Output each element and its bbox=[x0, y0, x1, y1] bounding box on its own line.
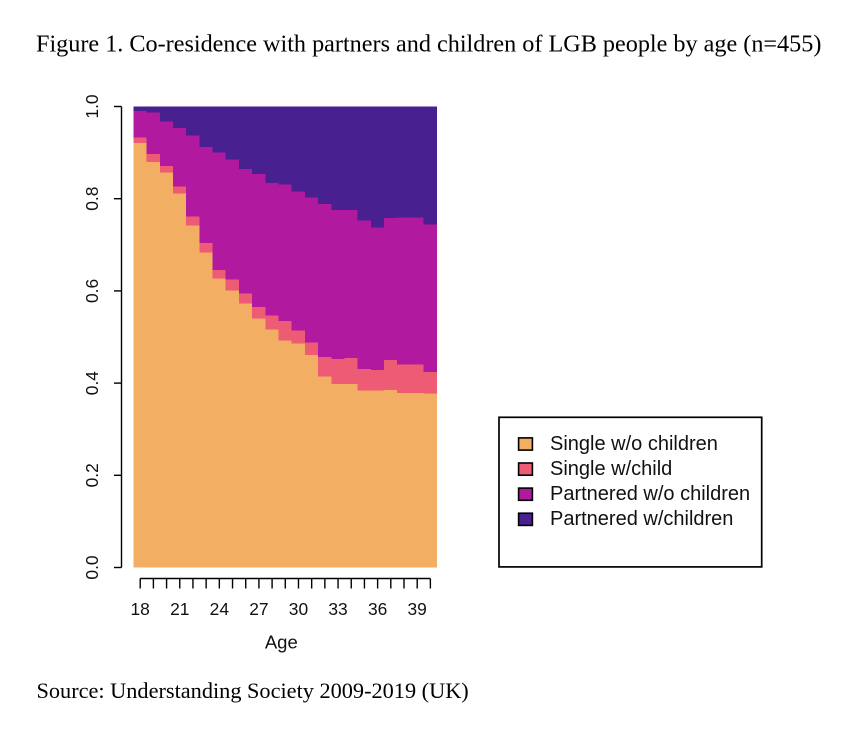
svg-text:21: 21 bbox=[170, 599, 189, 619]
svg-text:1.0: 1.0 bbox=[82, 94, 102, 118]
svg-text:18: 18 bbox=[131, 599, 150, 619]
svg-text:0.2: 0.2 bbox=[82, 463, 102, 487]
svg-text:36: 36 bbox=[368, 599, 387, 619]
svg-text:24: 24 bbox=[210, 599, 230, 619]
svg-text:27: 27 bbox=[249, 599, 268, 619]
svg-text:0.6: 0.6 bbox=[82, 279, 102, 303]
svg-text:39: 39 bbox=[408, 599, 427, 619]
svg-text:Age: Age bbox=[265, 632, 298, 653]
svg-text:Partnered w/children: Partnered w/children bbox=[550, 508, 733, 530]
svg-text:33: 33 bbox=[328, 599, 347, 619]
svg-text:Partnered w/o children: Partnered w/o children bbox=[550, 483, 750, 505]
svg-text:Figure 1. Co-residence with pa: Figure 1. Co-residence with partners and… bbox=[36, 31, 821, 58]
svg-text:Single w/o children: Single w/o children bbox=[550, 433, 718, 455]
svg-text:0.4: 0.4 bbox=[82, 371, 102, 396]
svg-text:Source: Understanding Society: Source: Understanding Society 2009-2019 … bbox=[37, 678, 469, 703]
svg-text:30: 30 bbox=[289, 599, 308, 619]
svg-text:0.8: 0.8 bbox=[82, 187, 102, 211]
svg-text:0.0: 0.0 bbox=[82, 555, 102, 579]
svg-text:Single w/child: Single w/child bbox=[550, 458, 672, 480]
